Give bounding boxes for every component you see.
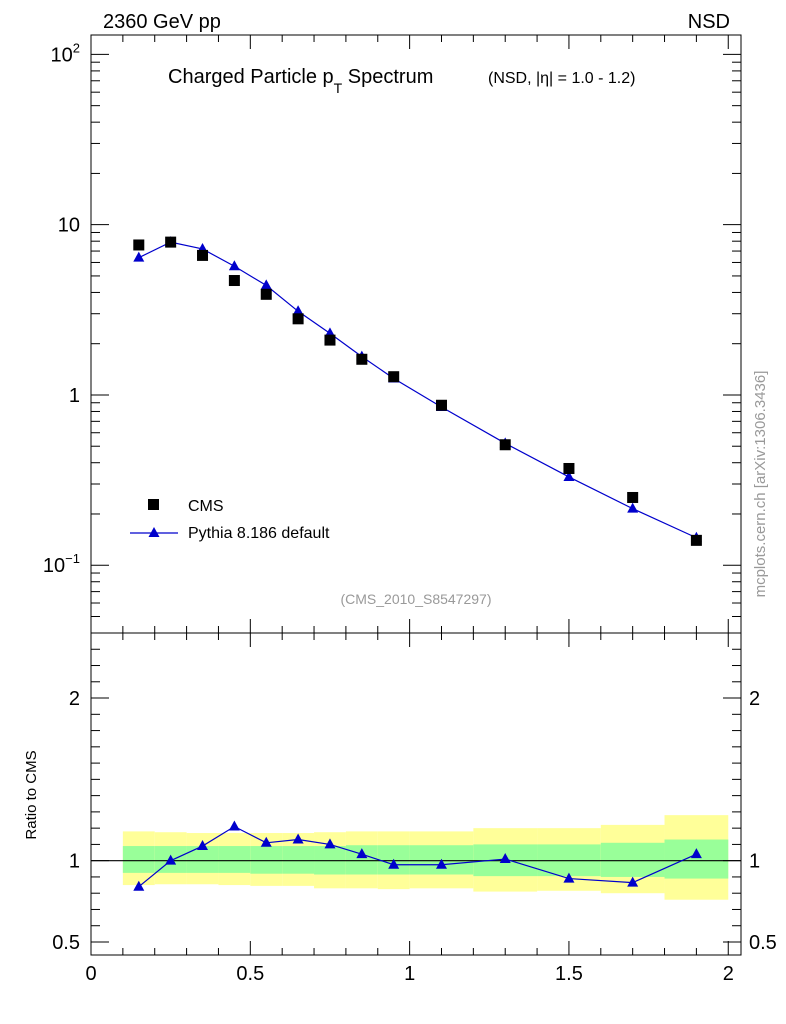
ratio-pythia-point: [260, 836, 272, 847]
cms-point: [324, 334, 336, 346]
ratio-band-green: [218, 846, 251, 873]
chart-title: Charged Particle pT Spectrum: [168, 66, 433, 96]
main-frame-box: [90, 34, 742, 634]
ratio-pythia-line: [138, 825, 697, 888]
ratio-pythia-point: [356, 848, 368, 859]
main-series: [133, 236, 702, 546]
y-tick-label: 1: [69, 385, 80, 407]
ratio-y-label: Ratio to CMS: [23, 750, 40, 839]
cms-point: [435, 399, 447, 411]
cms-point: [690, 534, 702, 546]
cms-point: [133, 239, 145, 251]
ratio-pythia-point: [292, 833, 304, 844]
header-left: 2360 GeV pp: [103, 11, 221, 33]
pythia-point: [228, 260, 240, 271]
pythia-line: [138, 241, 697, 539]
ratio-band-green: [600, 842, 665, 877]
legend-cms-marker: [148, 499, 159, 510]
title-qualifier: (NSD, |η| = 1.0 - 1.2): [488, 70, 635, 87]
ratio-y-tick-label: 2: [69, 688, 80, 710]
legend-pythia-label: Pythia 8.186 default: [188, 525, 330, 542]
x-tick-label: 0: [85, 963, 96, 985]
y-tick-label: 102: [51, 40, 80, 66]
ratio-pythia-point: [228, 820, 240, 831]
ratio-series: [133, 820, 702, 891]
ratio-y-tick-label: 0.5: [52, 932, 80, 954]
cms-point: [627, 491, 639, 503]
ratio-frame-box: [90, 632, 742, 956]
legend-cms-label: CMS: [188, 498, 224, 515]
ratio-panel-frame: 0 0.5 1 1.5 20.5 0.51 12 2: [52, 632, 777, 985]
x-tick-label: 1: [404, 963, 415, 985]
cms-point: [197, 249, 209, 261]
ratio-band-green: [122, 846, 155, 873]
analysis-label: (CMS_2010_S8547297): [341, 591, 492, 607]
legend-pythia-marker: [148, 527, 160, 537]
pythia-point: [563, 470, 575, 481]
cms-point: [292, 313, 304, 325]
cms-point: [356, 353, 368, 365]
cms-point: [388, 371, 400, 383]
cms-point: [228, 275, 240, 287]
cms-point: [260, 288, 272, 300]
cms-point: [165, 236, 177, 248]
legend: CMS Pythia 8.186 default: [130, 498, 330, 542]
cms-point: [499, 439, 511, 451]
ratio-band-green: [282, 846, 315, 874]
x-tick-label: 2: [723, 963, 734, 985]
ratio-band-green: [250, 846, 283, 874]
cms-point: [563, 462, 575, 474]
x-tick-label: 1.5: [555, 963, 583, 985]
ratio-pythia-point: [324, 838, 336, 849]
y-tick-label: 10: [58, 215, 80, 237]
title-subscript: T: [334, 80, 343, 96]
ratio-pythia-point: [690, 848, 702, 859]
ratio-pythia-point: [165, 854, 177, 865]
ratio-pythia-point: [499, 853, 511, 864]
ratio-band-green: [186, 846, 219, 873]
header-right: NSD: [688, 11, 730, 33]
ratio-y-tick-label-right: 1: [749, 851, 760, 873]
title-tail: Spectrum: [342, 66, 433, 88]
ratio-pythia-point: [435, 858, 447, 869]
pythia-point: [627, 502, 639, 513]
x-tick-label: 0.5: [236, 963, 264, 985]
y-tick-label: 10−1: [43, 551, 80, 577]
ratio-y-tick-label: 1: [69, 851, 80, 873]
ratio-pythia-point: [388, 858, 400, 869]
title-main: Charged Particle p: [168, 66, 334, 88]
ratio-pythia-point: [563, 872, 575, 883]
ratio-pythia-point: [627, 876, 639, 887]
ratio-pythia-point: [197, 840, 209, 851]
pythia-point: [292, 305, 304, 316]
ratio-band-green: [664, 839, 729, 879]
ratio-pythia-point: [133, 880, 145, 891]
pythia-point: [133, 251, 145, 262]
ratio-uncertainty-bands: [122, 815, 729, 900]
pythia-point: [260, 279, 272, 290]
ratio-y-tick-label-right: 0.5: [749, 932, 777, 954]
side-label: mcplots.cern.ch [arXiv:1306.3436]: [752, 371, 769, 598]
ratio-y-tick-label-right: 2: [749, 688, 760, 710]
